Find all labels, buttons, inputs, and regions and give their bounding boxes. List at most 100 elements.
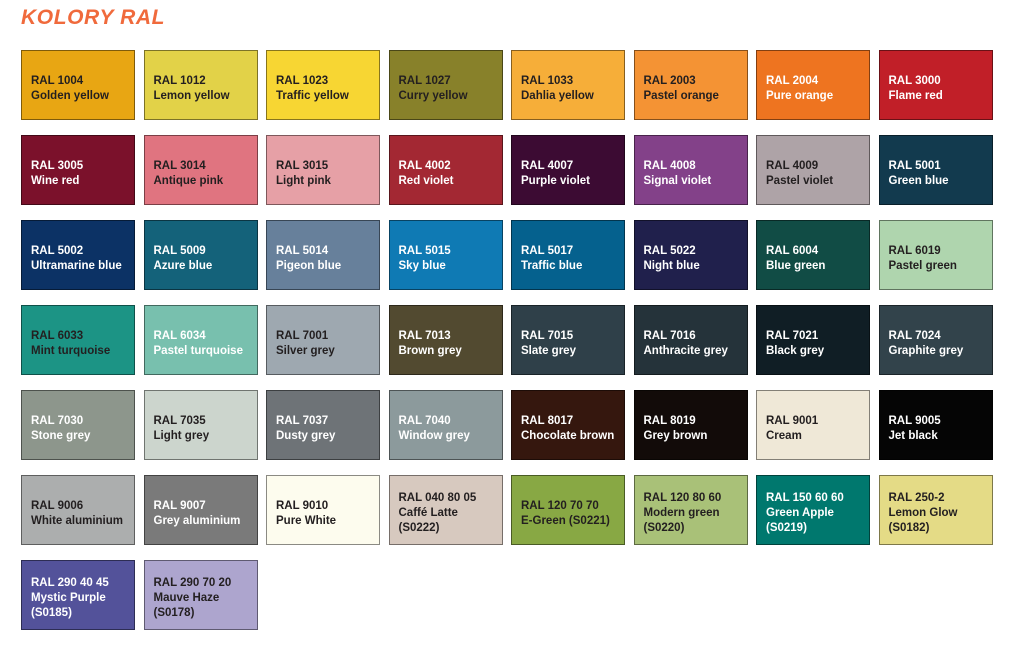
color-swatch[interactable]: RAL 9005 Jet black: [878, 390, 993, 460]
swatch-name: Purple violet: [521, 174, 591, 187]
swatch-name: Signal violet: [643, 174, 712, 187]
color-swatch[interactable]: RAL 1027 Curry yellow: [388, 50, 503, 120]
swatch-name: Pure White: [276, 514, 337, 527]
color-swatch[interactable]: RAL 2004 Pure orange: [756, 50, 870, 120]
swatch-name: Blue green: [766, 259, 826, 272]
swatch-code: RAL 6004: [766, 244, 819, 257]
swatch-code: RAL 6033: [31, 329, 84, 342]
color-swatch[interactable]: RAL 1012 Lemon yellow: [143, 50, 258, 120]
swatch-name: Light grey: [153, 429, 210, 442]
color-swatch[interactable]: RAL 2003 Pastel orange: [633, 50, 748, 120]
swatch-name: Wine red: [31, 174, 80, 187]
swatch-name: Pastel turquoise: [153, 344, 243, 357]
swatch-name: Mystic Purple (S0185): [31, 592, 106, 619]
color-swatch[interactable]: RAL 120 70 70 E-Green (S0221): [511, 475, 625, 545]
color-swatch[interactable]: RAL 5022 Night blue: [633, 220, 748, 290]
swatch-name: Antique pink: [153, 174, 224, 187]
color-swatch[interactable]: RAL 4002 Red violet: [388, 135, 503, 205]
color-swatch[interactable]: RAL 8019 Grey brown: [633, 390, 748, 460]
color-swatch[interactable]: RAL 120 80 60 Modern green (S0220): [633, 475, 748, 545]
color-swatch[interactable]: RAL 250-2 Lemon Glow (S0182): [878, 475, 993, 545]
color-swatch[interactable]: RAL 7021 Black grey: [756, 305, 870, 375]
color-swatch[interactable]: RAL 7040 Window grey: [388, 390, 503, 460]
swatch-name: Dahlia yellow: [521, 89, 594, 102]
color-swatch[interactable]: RAL 7024 Graphite grey: [878, 305, 993, 375]
swatch-code: RAL 1012: [153, 74, 206, 87]
color-swatch[interactable]: RAL 1004 Golden yellow: [21, 50, 135, 120]
color-swatch[interactable]: RAL 4008 Signal violet: [633, 135, 748, 205]
swatch-name: Grey brown: [643, 429, 708, 442]
swatch-code: RAL 150 60 60: [766, 492, 844, 504]
color-swatch[interactable]: RAL 7015 Slate grey: [511, 305, 625, 375]
swatch-name: Brown grey: [398, 344, 462, 357]
swatch-code: RAL 7030: [31, 414, 84, 427]
swatch-name: Traffic yellow: [276, 89, 349, 102]
color-swatch[interactable]: RAL 9007 Grey aluminium: [143, 475, 258, 545]
color-swatch[interactable]: RAL 5002 Ultramarine blue: [21, 220, 135, 290]
swatch-name: Pigeon blue: [276, 259, 342, 272]
color-swatch[interactable]: RAL 6019 Pastel green: [878, 220, 993, 290]
swatch-name: Ultramarine blue: [31, 259, 122, 272]
swatch-code: RAL 9007: [153, 499, 206, 512]
color-swatch[interactable]: RAL 6004 Blue green: [756, 220, 870, 290]
color-swatch[interactable]: RAL 5015 Sky blue: [388, 220, 503, 290]
color-swatch[interactable]: RAL 8017 Chocolate brown: [511, 390, 625, 460]
color-swatch[interactable]: RAL 290 70 20 Mauve Haze (S0178): [143, 560, 258, 630]
swatch-code: RAL 4007: [521, 159, 574, 172]
color-swatch[interactable]: RAL 6034 Pastel turquoise: [143, 305, 258, 375]
color-swatch[interactable]: RAL 1023 Traffic yellow: [266, 50, 380, 120]
color-swatch[interactable]: RAL 4007 Purple violet: [511, 135, 625, 205]
swatch-name: Pastel green: [888, 259, 957, 272]
swatch-name: Anthracite grey: [643, 344, 728, 357]
color-swatch[interactable]: RAL 7030 Stone grey: [21, 390, 135, 460]
color-swatch[interactable]: RAL 3005 Wine red: [21, 135, 135, 205]
swatch-code: RAL 3005: [31, 159, 84, 172]
swatch-code: RAL 4002: [398, 159, 451, 172]
swatch-name: Lemon yellow: [153, 89, 230, 102]
swatch-code: RAL 8019: [643, 414, 696, 427]
color-swatch[interactable]: RAL 150 60 60 Green Apple (S0219): [756, 475, 870, 545]
color-swatch[interactable]: RAL 7016 Anthracite grey: [633, 305, 748, 375]
page-title: KOLORY RAL: [21, 6, 166, 29]
color-swatch[interactable]: RAL 7013 Brown grey: [388, 305, 503, 375]
color-swatch[interactable]: RAL 290 40 45 Mystic Purple (S0185): [21, 560, 135, 630]
color-swatch[interactable]: RAL 5009 Azure blue: [143, 220, 258, 290]
swatch-name: Window grey: [398, 429, 470, 442]
swatch-code: RAL 3015: [276, 159, 329, 172]
color-swatch[interactable]: RAL 4009 Pastel violet: [756, 135, 870, 205]
color-swatch[interactable]: RAL 7001 Silver grey: [266, 305, 380, 375]
color-swatch[interactable]: RAL 1033 Dahlia yellow: [511, 50, 625, 120]
color-swatch[interactable]: RAL 040 80 05 Caffé Latte (S0222): [388, 475, 503, 545]
swatch-code: RAL 7024: [888, 329, 941, 342]
swatch-name: Stone grey: [31, 429, 91, 442]
color-swatch[interactable]: RAL 5017 Traffic blue: [511, 220, 625, 290]
color-swatch[interactable]: RAL 9010 Pure White: [266, 475, 380, 545]
swatch-name: Red violet: [398, 174, 454, 187]
swatch-name: Sky blue: [398, 259, 446, 272]
swatch-code: RAL 7016: [643, 329, 696, 342]
color-swatch[interactable]: RAL 9001 Cream: [756, 390, 870, 460]
swatch-name: Green Apple (S0219): [766, 507, 834, 534]
color-swatch[interactable]: RAL 3000 Flame red: [878, 50, 993, 120]
color-swatch[interactable]: RAL 7035 Light grey: [143, 390, 258, 460]
color-swatch[interactable]: RAL 3014 Antique pink: [143, 135, 258, 205]
swatch-name: Pure orange: [766, 89, 834, 102]
color-swatch[interactable]: RAL 5014 Pigeon blue: [266, 220, 380, 290]
swatch-name: White aluminium: [31, 514, 123, 527]
color-swatch[interactable]: RAL 5001 Green blue: [878, 135, 993, 205]
swatch-name: Curry yellow: [398, 89, 468, 102]
swatch-name: Modern green (S0220): [643, 507, 720, 534]
swatch-name: Light pink: [276, 174, 331, 187]
color-swatch[interactable]: RAL 9006 White aluminium: [21, 475, 135, 545]
swatch-code: RAL 9005: [888, 414, 941, 427]
swatch-name: Cream: [766, 429, 802, 442]
swatch-code: RAL 3014: [153, 159, 206, 172]
color-swatch[interactable]: RAL 6033 Mint turquoise: [21, 305, 135, 375]
swatch-name: Traffic blue: [521, 259, 583, 272]
swatch-code: RAL 290 40 45: [31, 577, 109, 589]
swatch-name: Caffé Latte (S0222): [398, 507, 458, 534]
color-swatch[interactable]: RAL 7037 Dusty grey: [266, 390, 380, 460]
color-swatch[interactable]: RAL 3015 Light pink: [266, 135, 380, 205]
swatch-code: RAL 7013: [398, 329, 451, 342]
